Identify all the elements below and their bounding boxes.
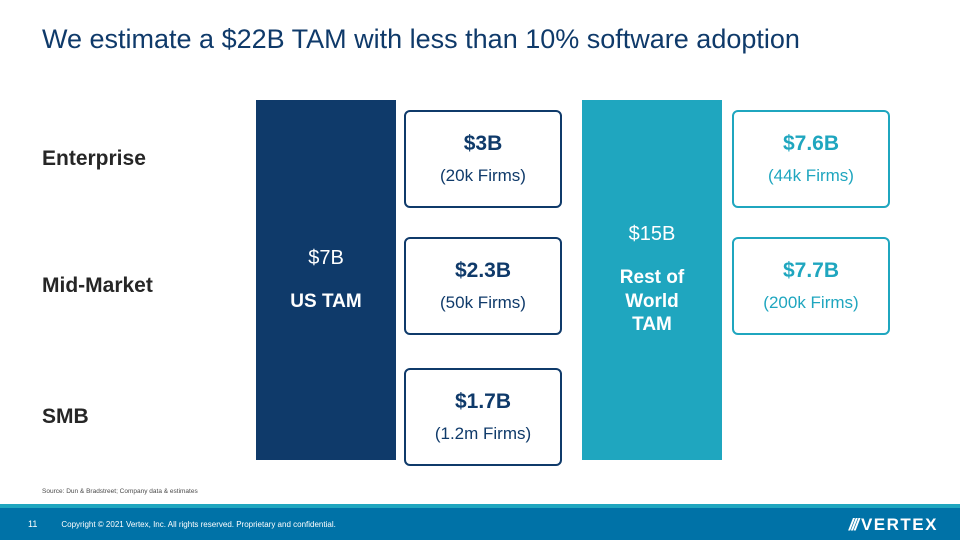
us-tam-label: US TAM xyxy=(290,290,361,314)
footer-bar: 11 Copyright © 2021 Vertex, Inc. All rig… xyxy=(0,508,960,540)
segment-firms: (20k Firms) xyxy=(440,166,526,186)
us-segment-smb: $1.7B (1.2m Firms) xyxy=(404,368,562,466)
segment-amount: $3B xyxy=(464,132,503,156)
content-area: Enterprise Mid-Market SMB $7B US TAM $3B… xyxy=(42,100,918,460)
us-tam-value: $7B xyxy=(308,247,344,270)
page-number: 11 xyxy=(28,519,37,529)
slide-title: We estimate a $22B TAM with less than 10… xyxy=(42,24,800,55)
footer-accent-stripe xyxy=(0,504,960,508)
segment-amount: $2.3B xyxy=(455,259,511,283)
source-note: Source: Dun & Bradstreet; Company data &… xyxy=(42,488,198,495)
us-segment-enterprise: $3B (20k Firms) xyxy=(404,110,562,208)
segment-amount: $7.6B xyxy=(783,132,839,156)
segment-firms: (50k Firms) xyxy=(440,293,526,313)
row-tam-column: $15B Rest ofWorldTAM xyxy=(582,100,722,460)
segment-amount: $1.7B xyxy=(455,390,511,414)
row-label-smb: SMB xyxy=(42,405,89,429)
segment-firms: (200k Firms) xyxy=(763,293,858,313)
row-tam-value: $15B xyxy=(629,223,676,246)
us-segment-midmarket: $2.3B (50k Firms) xyxy=(404,237,562,335)
row-tam-label: Rest ofWorldTAM xyxy=(620,266,684,337)
brand-logo: /// VERTEX xyxy=(849,515,938,535)
copyright-text: Copyright © 2021 Vertex, Inc. All rights… xyxy=(61,520,335,529)
row-label-midmarket: Mid-Market xyxy=(42,274,153,298)
segment-amount: $7.7B xyxy=(783,259,839,283)
brand-mark-icon: /// xyxy=(849,515,857,535)
row-segment-enterprise: $7.6B (44k Firms) xyxy=(732,110,890,208)
segment-firms: (44k Firms) xyxy=(768,166,854,186)
row-segment-midmarket: $7.7B (200k Firms) xyxy=(732,237,890,335)
brand-text: VERTEX xyxy=(861,515,938,535)
slide: We estimate a $22B TAM with less than 10… xyxy=(0,0,960,540)
us-tam-column: $7B US TAM xyxy=(256,100,396,460)
segment-firms: (1.2m Firms) xyxy=(435,424,531,444)
row-label-enterprise: Enterprise xyxy=(42,147,146,171)
